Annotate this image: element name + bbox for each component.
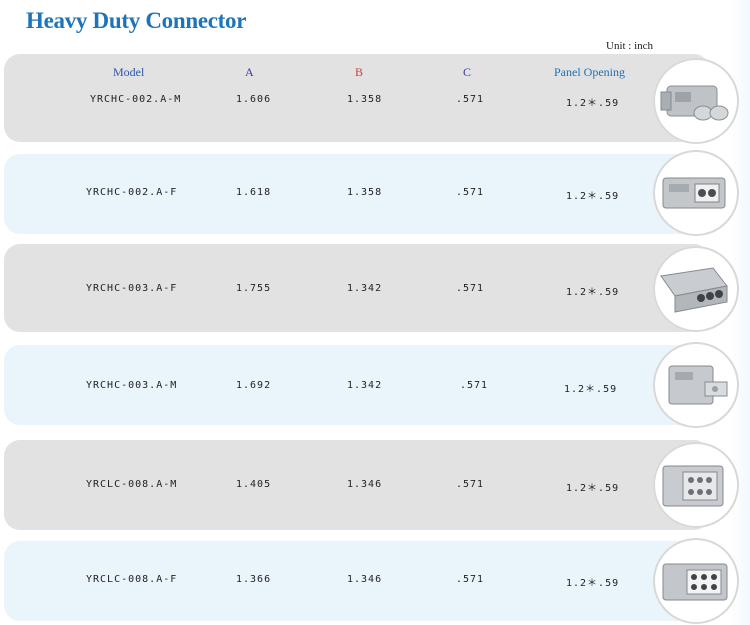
cell-c: .571 xyxy=(456,187,485,198)
cell-b: 1.358 xyxy=(347,94,383,105)
unit-label: Unit : inch xyxy=(606,40,654,52)
cell-c: .571 xyxy=(456,283,485,294)
cell-a: 1.618 xyxy=(236,187,272,198)
cell-panel-opening: 1.2＊.59 xyxy=(566,98,620,109)
connector-2pin-male-icon xyxy=(653,58,739,144)
cell-c: .571 xyxy=(460,380,489,391)
cell-panel-opening: 1.2＊.59 xyxy=(566,287,620,298)
cell-a: 1.366 xyxy=(236,574,272,585)
connector-8pin-male-icon xyxy=(653,442,739,528)
header-model: Model xyxy=(113,65,145,79)
cell-c: .571 xyxy=(456,94,485,105)
cell-model: YRCHC-003.A-M xyxy=(86,380,178,391)
header-b: B xyxy=(355,65,364,79)
header-panel-opening: Panel Opening xyxy=(554,65,625,79)
cell-model: YRCHC-002.A-F xyxy=(86,187,178,198)
cell-panel-opening: 1.2＊.59 xyxy=(566,191,620,202)
cell-model: YRCLC-008.A-M xyxy=(86,479,178,490)
cell-model: YRCHC-002.A-M xyxy=(90,94,182,105)
cell-b: 1.342 xyxy=(347,283,383,294)
connector-8pin-female-icon xyxy=(653,538,739,624)
cell-model: YRCHC-003.A-F xyxy=(86,283,178,294)
page-title: Heavy Duty Connector xyxy=(26,8,247,33)
table-row xyxy=(4,345,710,425)
cell-panel-opening: 1.2＊.59 xyxy=(564,384,618,395)
cell-a: 1.692 xyxy=(236,380,272,391)
connector-3pin-male-icon xyxy=(653,342,739,428)
table-row xyxy=(4,440,710,530)
table-row xyxy=(4,54,710,142)
cell-panel-opening: 1.2＊.59 xyxy=(566,578,620,589)
table-row xyxy=(4,154,710,234)
cell-b: 1.346 xyxy=(347,574,383,585)
cell-a: 1.405 xyxy=(236,479,272,490)
table-row xyxy=(4,244,710,332)
header-a: A xyxy=(245,65,254,79)
connector-3pin-female-icon xyxy=(653,246,739,332)
cell-panel-opening: 1.2＊.59 xyxy=(566,483,620,494)
cell-b: 1.346 xyxy=(347,479,383,490)
cell-c: .571 xyxy=(456,479,485,490)
cell-model: YRCLC-008.A-F xyxy=(86,574,178,585)
header-c: C xyxy=(463,65,472,79)
cell-b: 1.342 xyxy=(347,380,383,391)
table-row xyxy=(4,541,710,621)
connector-2pin-female-icon xyxy=(653,150,739,236)
cell-b: 1.358 xyxy=(347,187,383,198)
cell-a: 1.755 xyxy=(236,283,272,294)
cell-a: 1.606 xyxy=(236,94,272,105)
cell-c: .571 xyxy=(456,574,485,585)
